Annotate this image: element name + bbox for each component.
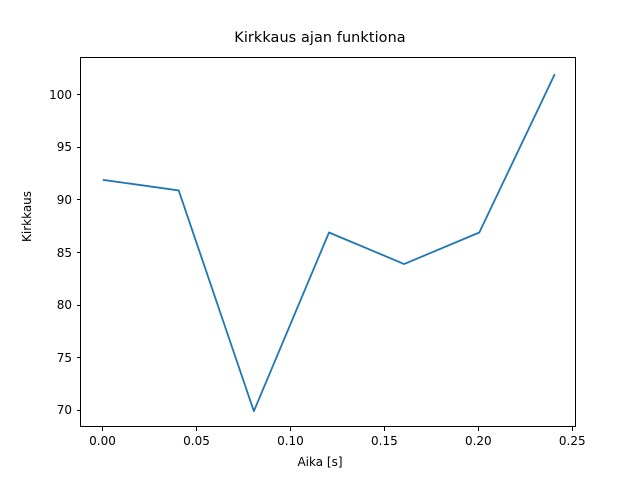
x-tick-label: 0.00 xyxy=(89,434,116,448)
y-tick-label: 85 xyxy=(56,245,72,260)
y-tick-label: 70 xyxy=(56,403,72,418)
plot-area xyxy=(80,57,576,427)
series-kirkkaus-polyline xyxy=(102,73,556,413)
x-tick-mark xyxy=(195,427,198,431)
x-tick-mark xyxy=(289,427,291,431)
y-tick-label: 80 xyxy=(56,298,72,313)
y-tick-mark xyxy=(76,304,80,306)
x-axis-label: Aika [s] xyxy=(297,455,343,469)
y-tick-mark xyxy=(76,94,80,96)
y-tick-mark xyxy=(76,199,80,201)
y-tick-mark xyxy=(76,146,80,148)
y-tick-label: 75 xyxy=(56,350,72,365)
y-tick-mark xyxy=(76,409,80,411)
x-tick-mark xyxy=(571,427,573,431)
x-tick-label: 0.20 xyxy=(464,434,492,448)
y-tick-label: 100 xyxy=(49,87,72,102)
data-line-series xyxy=(102,73,556,413)
x-tick-label: 0.10 xyxy=(277,434,304,448)
y-tick-label: 95 xyxy=(56,140,72,155)
x-tick-mark xyxy=(101,427,104,431)
x-tick-label: 0.05 xyxy=(183,434,210,448)
chart-title: Kirkkaus ajan funktiona xyxy=(234,30,406,46)
x-tick-mark xyxy=(477,427,479,431)
x-tick-mark xyxy=(383,427,385,431)
x-tick-label: 0.25 xyxy=(558,434,586,448)
x-tick-label: 0.15 xyxy=(371,434,398,448)
y-tick-mark xyxy=(76,357,80,359)
y-tick-label: 90 xyxy=(56,192,72,207)
y-tick-mark xyxy=(76,251,80,254)
